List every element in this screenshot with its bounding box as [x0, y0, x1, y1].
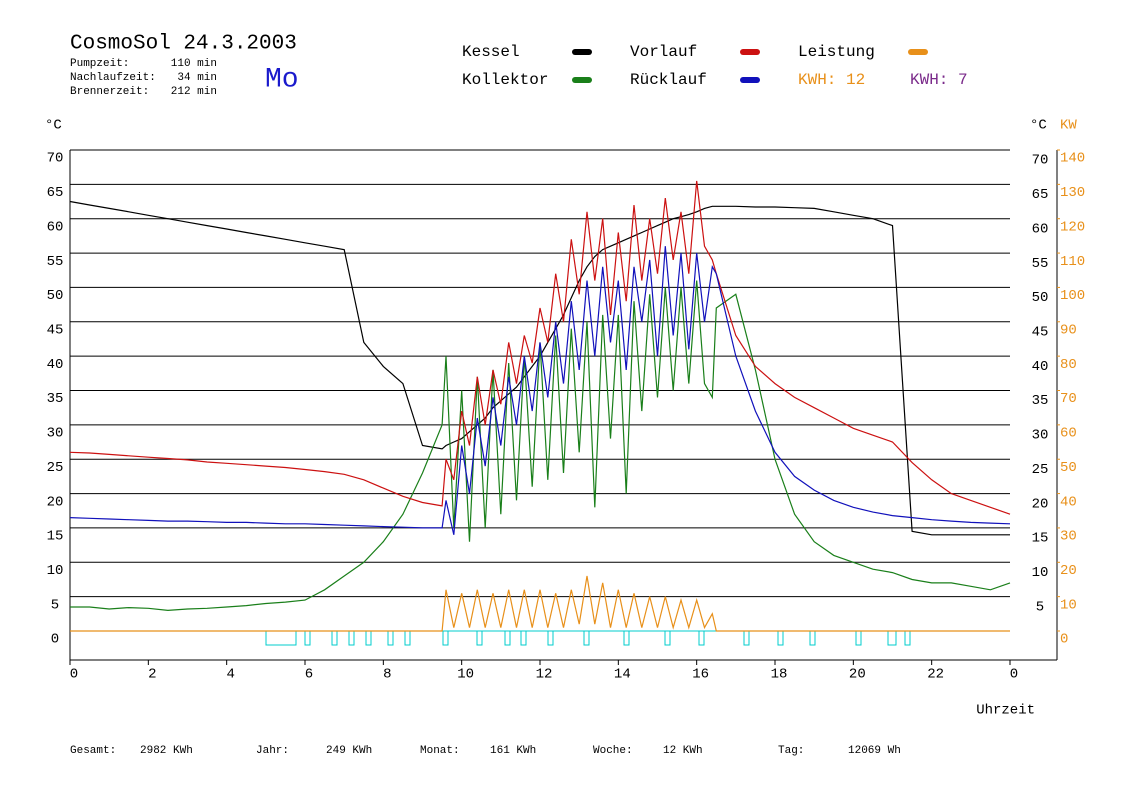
series-line [70, 575, 1010, 632]
y-axis-label: °C [45, 118, 62, 134]
x-tick-label: 16 [692, 667, 709, 683]
y-tick-label: 0 [51, 632, 59, 648]
x-tick-label: 18 [771, 667, 788, 683]
y-tick-label: 50 [47, 288, 64, 304]
chart-title: CosmoSol 24.3.2003 [70, 33, 297, 56]
y2-tick-label: 100 [1060, 288, 1085, 304]
y2-axis-label: °C [1030, 118, 1047, 134]
total-label: Woche: [593, 745, 633, 757]
info-label: Pumpzeit: [70, 58, 129, 70]
kwh-label: KWH: 12 [798, 71, 865, 89]
y2-tick-label: 140 [1060, 151, 1085, 167]
y2-tick-label: 20 [1060, 563, 1077, 579]
y2-tick-label: 30 [1060, 529, 1077, 545]
x-tick-label: 0 [70, 667, 78, 683]
x-tick-label: 6 [305, 667, 313, 683]
y-tick-label: 45 [47, 322, 64, 338]
x-axis-label: Uhrzeit [976, 703, 1035, 719]
y-tick-label-right: 70 [1032, 153, 1049, 169]
y-tick-label: 60 [47, 219, 64, 235]
y-tick-label: 55 [47, 254, 64, 270]
y-tick-label-right: 55 [1032, 256, 1049, 272]
total-label: Jahr: [256, 745, 289, 757]
info-label: Brennerzeit: [70, 86, 149, 98]
y2-tick-label: 0 [1060, 632, 1068, 648]
y2-tick-label: 70 [1060, 391, 1077, 407]
y-tick-label-right: 20 [1032, 496, 1049, 512]
y-tick-label-right: 65 [1032, 187, 1049, 203]
total-value: 161 KWh [490, 745, 536, 757]
total-label: Tag: [778, 745, 804, 757]
y2-tick-label: 10 [1060, 597, 1077, 613]
x-tick-label: 0 [1010, 667, 1018, 683]
info-value: 212 min [171, 86, 217, 98]
y-tick-label-right: 35 [1032, 393, 1049, 409]
y-tick-label: 25 [47, 460, 64, 476]
y-tick-label-right: 10 [1032, 565, 1049, 581]
y-tick-label-right: 40 [1032, 359, 1049, 375]
x-tick-label: 12 [536, 667, 553, 683]
weekday: Mo [265, 64, 299, 95]
y2-tick-label: 110 [1060, 254, 1085, 270]
y-tick-label: 15 [47, 529, 64, 545]
y-tick-label-right: 30 [1032, 428, 1049, 444]
x-tick-label: 8 [383, 667, 391, 683]
total-label: Gesamt: [70, 745, 116, 757]
y2-tick-label: 120 [1060, 219, 1085, 235]
y-tick-label: 35 [47, 391, 64, 407]
y-tick-label: 20 [47, 494, 64, 510]
y2-unit-label: KW [1060, 118, 1077, 134]
y-tick-label-right: 15 [1032, 531, 1049, 547]
legend-label: Kollektor [462, 71, 548, 89]
legend-label: Vorlauf [630, 43, 697, 61]
y-tick-label-right: 60 [1032, 221, 1049, 237]
series-line [69, 200, 1010, 536]
x-tick-label: 14 [614, 667, 631, 683]
info-value: 34 min [177, 72, 217, 84]
y-tick-label: 10 [47, 563, 64, 579]
total-value: 12 KWh [663, 745, 703, 757]
y2-tick-label: 60 [1060, 426, 1077, 442]
y-tick-label: 5 [51, 597, 59, 613]
y-tick-label: 30 [47, 426, 64, 442]
legend-label: Rücklauf [630, 71, 707, 89]
info-label: Nachlaufzeit: [70, 72, 156, 84]
x-tick-label: 2 [148, 667, 156, 683]
series-line [70, 280, 1011, 612]
total-label: Monat: [420, 745, 460, 757]
y-tick-label: 65 [47, 185, 64, 201]
legend-label: Leistung [798, 43, 875, 61]
x-tick-label: 20 [849, 667, 866, 683]
kwh-label: KWH: 7 [910, 71, 968, 89]
y-tick-label: 70 [47, 151, 64, 167]
y-tick-label-right: 50 [1032, 290, 1049, 306]
y-tick-label-right: 25 [1032, 462, 1049, 478]
info-value: 110 min [171, 58, 217, 70]
series-line [69, 180, 1011, 515]
total-value: 249 KWh [326, 745, 372, 757]
y2-tick-label: 90 [1060, 322, 1077, 338]
y-tick-label-right: 45 [1032, 324, 1049, 340]
y2-tick-label: 40 [1060, 494, 1077, 510]
y2-tick-label: 50 [1060, 460, 1077, 476]
pump-events [265, 630, 911, 646]
total-value: 12069 Wh [848, 745, 901, 757]
y-tick-label-right: 5 [1036, 599, 1044, 615]
y-tick-label: 40 [47, 357, 64, 373]
x-tick-label: 4 [226, 667, 234, 683]
x-tick-label: 22 [927, 667, 944, 683]
legend-label: Kessel [462, 43, 520, 61]
series-line [69, 246, 1011, 535]
y2-tick-label: 80 [1060, 357, 1077, 373]
x-tick-label: 10 [457, 667, 474, 683]
total-value: 2982 KWh [140, 745, 193, 757]
y2-tick-label: 130 [1060, 185, 1085, 201]
